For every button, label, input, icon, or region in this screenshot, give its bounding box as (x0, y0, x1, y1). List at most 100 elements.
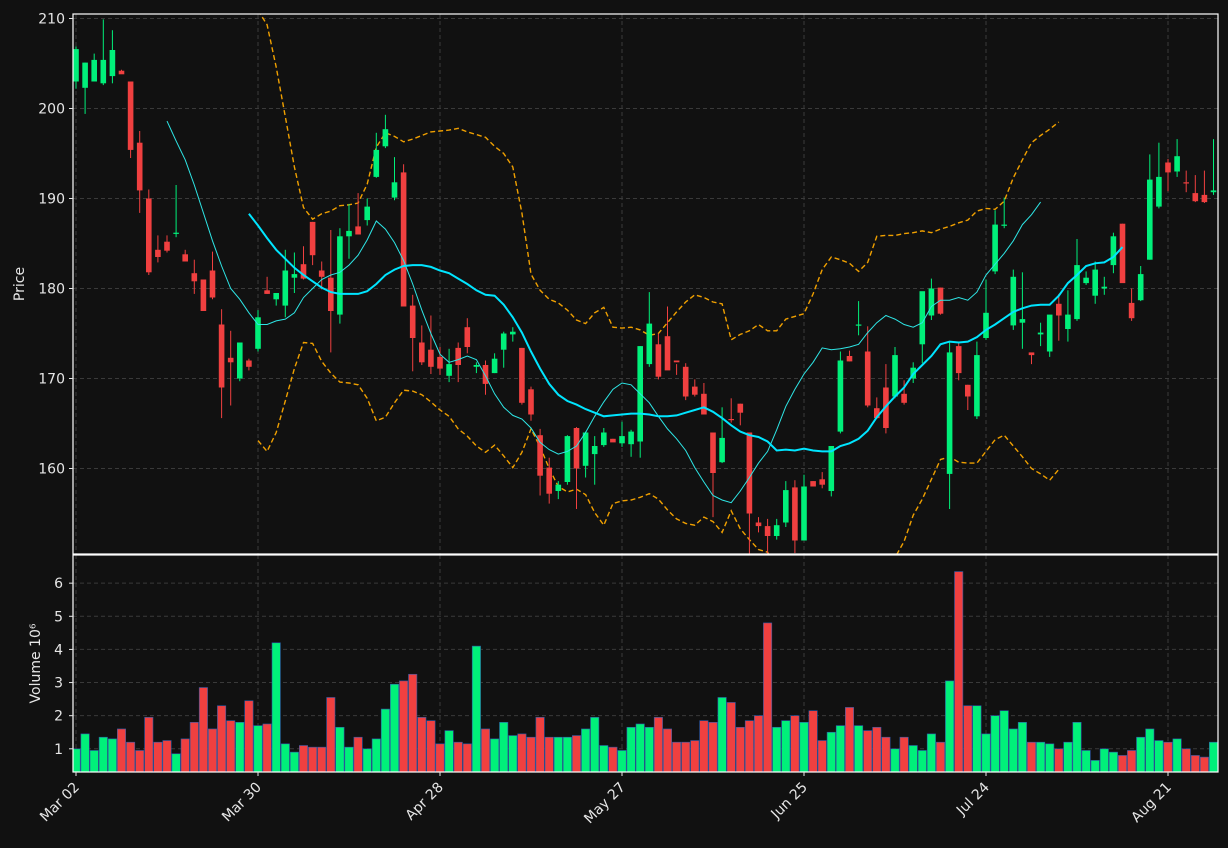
candle (136, 131, 143, 213)
volume-bar (217, 705, 227, 772)
candle (173, 185, 179, 238)
volume-bar (126, 741, 136, 772)
candle (1137, 266, 1144, 302)
candle (364, 198, 370, 226)
volume-tick-label: 2 (54, 709, 63, 725)
volume-bar (1027, 741, 1037, 772)
candle-body (155, 249, 161, 257)
volume-bar (799, 722, 809, 772)
candle (455, 342, 461, 383)
candle (610, 438, 616, 443)
candle (692, 379, 698, 397)
candle (855, 301, 862, 336)
volume-bar (380, 708, 390, 772)
candle-body (682, 366, 689, 397)
candle-body (300, 264, 307, 279)
candle-body (619, 436, 625, 444)
volume-bar (107, 738, 117, 772)
candle (1101, 276, 1108, 295)
candle-body (974, 355, 980, 417)
candle-body (491, 358, 498, 374)
date-tick-label: Jun 25 (768, 780, 811, 823)
candle (309, 221, 316, 266)
candle (246, 358, 252, 371)
volume-bar (854, 725, 864, 772)
volume-bar (672, 741, 682, 772)
volume-bar (1045, 743, 1055, 772)
candle (628, 429, 634, 457)
volume-bar (954, 571, 964, 772)
candle-body (373, 149, 380, 177)
candle-body (1147, 179, 1153, 260)
candle (637, 346, 643, 458)
candle-body (828, 446, 835, 491)
candle (764, 518, 771, 554)
candle (437, 347, 443, 375)
moving-average-slow-line (248, 213, 1124, 453)
volume-bar (490, 738, 500, 772)
candle (1001, 197, 1007, 229)
volume-bar (435, 743, 445, 772)
candle-body (946, 352, 953, 474)
candle (146, 189, 152, 275)
lower-band-line (257, 341, 1060, 554)
candle (582, 431, 589, 478)
candle (901, 380, 907, 405)
candle-body (919, 291, 926, 345)
candle-body (1110, 236, 1117, 266)
candle-body (719, 437, 725, 463)
candle-body (209, 270, 216, 298)
volume-bar (753, 715, 763, 772)
candle-body (255, 317, 261, 349)
volume-axis-label: Volume 10⁶ (28, 623, 44, 703)
volume-bar (153, 741, 163, 772)
candle-body (428, 349, 434, 367)
candle (773, 518, 780, 540)
candle (728, 398, 734, 423)
candle-body (628, 431, 634, 445)
candle (619, 421, 625, 447)
volume-bar (1154, 740, 1164, 772)
volume-bar (571, 735, 581, 772)
candle-body (273, 293, 279, 300)
volume-bar (590, 717, 600, 772)
volume-bar (653, 717, 663, 772)
candle (664, 306, 671, 371)
candle (810, 481, 816, 487)
volume-bar (1209, 741, 1218, 772)
volume-bar (599, 745, 609, 772)
candle (264, 276, 270, 294)
candle (1056, 293, 1062, 341)
candle-body (1192, 193, 1199, 202)
moving-average-fast-line (166, 120, 1042, 504)
volume-bar (444, 730, 454, 772)
candle-body (601, 432, 607, 446)
volume-bar (326, 697, 336, 772)
volume-bar (1172, 738, 1182, 772)
candle-body (901, 393, 907, 403)
candle-body (783, 490, 789, 523)
candle-body (664, 336, 671, 371)
candle (491, 353, 498, 374)
candle-body (464, 327, 471, 347)
candle-body (755, 522, 762, 527)
candle-body (892, 355, 898, 397)
candle (127, 81, 134, 158)
candle (91, 53, 97, 82)
candle-body (182, 254, 188, 262)
volume-bar (1081, 750, 1091, 772)
volume-bar (162, 740, 172, 772)
candle (400, 164, 407, 307)
candle-body (400, 172, 407, 307)
candle-body (246, 360, 252, 367)
volume-bar (945, 680, 955, 772)
candle-body (337, 236, 343, 315)
candle (701, 383, 707, 415)
volume-bar (298, 745, 308, 772)
candle-body (764, 526, 771, 536)
candle (955, 341, 962, 381)
candle-body (528, 389, 534, 415)
volume-bar (999, 710, 1009, 772)
volume-bar (863, 730, 873, 772)
candle (1183, 170, 1189, 193)
